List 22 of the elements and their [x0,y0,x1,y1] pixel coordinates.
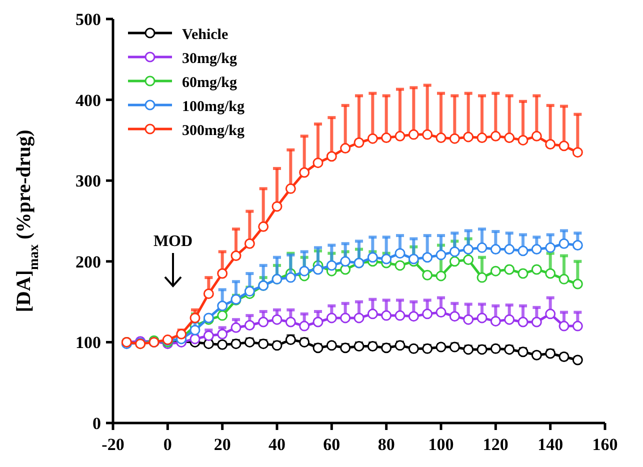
x-tick-label: 60 [323,435,340,454]
x-tick-label: 0 [163,435,172,454]
annotation: MOD [153,233,193,250]
legend-label: 60mg/kg [182,75,238,91]
y-tick-label: 0 [92,414,101,433]
x-tick-label: 40 [268,435,286,454]
y-tick-label: 400 [76,90,101,110]
y-tick-label: 300 [76,172,101,191]
legend-label: 300mg/kg [182,123,246,139]
x-tick-label: 160 [592,435,618,454]
y-tick-label: 200 [76,252,101,272]
x-tick-label: 20 [214,435,231,454]
x-tick-label: 140 [538,435,564,454]
x-tick-label: -20 [102,435,124,454]
x-tick-label: 80 [378,435,395,454]
legend-label: 100mg/kg [182,99,246,115]
x-tick-label: 120 [482,435,508,454]
x-tick-label: 100 [428,435,454,454]
legend-label: 30mg/kg [182,51,238,67]
y-tick-label: 100 [76,333,101,352]
y-tick-label: 500 [76,10,101,29]
legend-label: Vehicle [182,27,228,43]
